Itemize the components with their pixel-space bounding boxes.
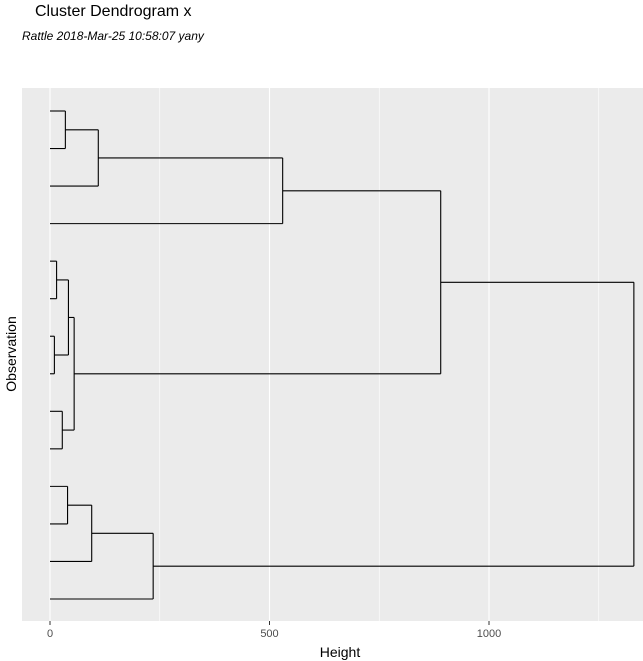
x-tick-label: 0 bbox=[47, 628, 53, 640]
y-axis-title: Observation bbox=[3, 316, 19, 391]
x-tick-label: 500 bbox=[260, 628, 278, 640]
x-axis-ticks: 0 500 1000 bbox=[47, 621, 501, 640]
chart-title: Cluster Dendrogram x bbox=[35, 3, 192, 20]
x-axis-title: Height bbox=[320, 644, 361, 660]
gridlines bbox=[49, 88, 600, 621]
chart-subtitle: Rattle 2018-Mar-25 10:58:07 yany bbox=[22, 29, 204, 43]
plot-panel bbox=[22, 88, 643, 621]
dendrogram-links bbox=[50, 110, 635, 600]
x-tick-label: 1000 bbox=[477, 628, 501, 640]
